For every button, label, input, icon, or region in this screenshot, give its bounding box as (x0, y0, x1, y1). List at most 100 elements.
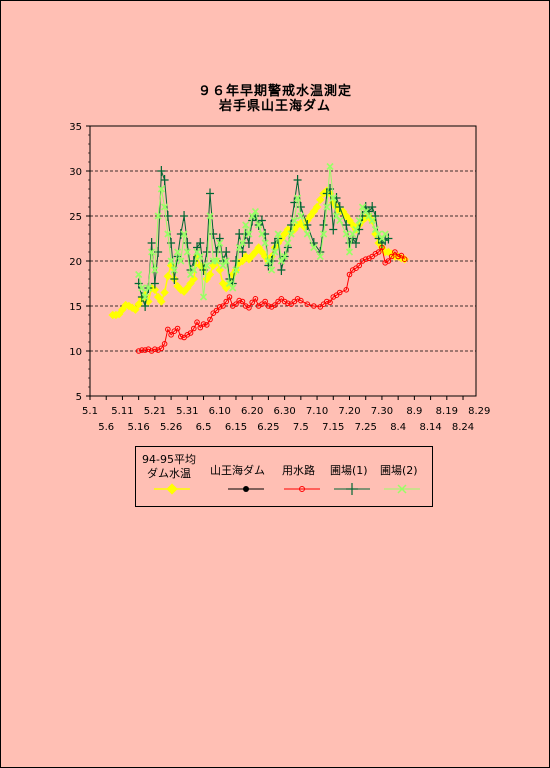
legend-label-field2: 圃場(2) (380, 464, 418, 477)
data-point (329, 194, 337, 202)
data-point (215, 233, 224, 244)
data-point (142, 347, 148, 353)
x-tick-label: 7.20 (338, 406, 360, 417)
data-point (362, 207, 370, 216)
x-tick-label: 6.15 (225, 422, 247, 433)
series-line-2 (138, 246, 405, 352)
data-point (336, 289, 343, 296)
data-point (174, 325, 181, 332)
data-point (251, 207, 259, 216)
data-point (345, 248, 354, 256)
data-point (304, 301, 311, 308)
data-point (210, 310, 217, 317)
data-point (284, 239, 292, 247)
data-point (196, 238, 205, 248)
data-point (238, 247, 247, 257)
data-point (287, 230, 295, 238)
data-point (170, 274, 179, 284)
data-point (134, 299, 143, 309)
x-tick-label: 5.16 (128, 422, 150, 433)
data-point (401, 256, 408, 263)
data-point (378, 234, 386, 243)
data-point (163, 272, 173, 281)
legend-marker-canal (284, 486, 320, 492)
data-point (167, 257, 175, 265)
data-point (148, 248, 156, 256)
data-point (327, 299, 333, 306)
legend-marker-field2 (384, 484, 420, 494)
data-point (170, 266, 178, 274)
data-point (242, 221, 250, 229)
data-point (257, 215, 266, 226)
legend-marker-avg (154, 483, 190, 495)
data-point (388, 253, 395, 260)
x-tick-label: 5.1 (82, 406, 98, 417)
data-point (189, 274, 199, 284)
data-point (259, 301, 265, 308)
data-point (371, 211, 380, 221)
data-point (183, 238, 192, 248)
data-point (271, 248, 279, 256)
data-point (225, 279, 234, 288)
data-point (281, 252, 289, 261)
data-point (368, 202, 377, 212)
data-point (190, 325, 197, 332)
data-point (135, 348, 142, 354)
data-point (181, 334, 187, 341)
data-point (207, 316, 213, 323)
x-tick-label: 7.30 (371, 406, 393, 417)
data-point (216, 239, 224, 247)
x-tick-label: 8.19 (436, 406, 458, 417)
legend: 94-95平均 ダム水温 山王海ダム 用水路 圃場(1) 圃場(2) (135, 446, 433, 507)
x-tick-label: 8.24 (452, 422, 474, 433)
data-point (226, 294, 233, 300)
data-point (183, 248, 191, 256)
data-point (291, 298, 298, 305)
y-tick-label: 15 (69, 302, 82, 313)
data-point (213, 307, 220, 314)
chart-title: ９６年早期警戒水温測定 (197, 84, 352, 99)
data-point (319, 230, 328, 238)
data-point (336, 216, 344, 225)
data-point (323, 298, 330, 305)
data-point (139, 347, 145, 353)
data-point (319, 220, 328, 230)
x-tick-label: 8.4 (390, 422, 406, 433)
data-point (158, 345, 165, 352)
x-tick-label: 8.9 (406, 406, 422, 417)
data-point (371, 225, 380, 234)
data-point (351, 238, 360, 248)
data-point (223, 298, 230, 305)
data-point (174, 248, 182, 256)
data-point (212, 257, 221, 265)
data-point (384, 233, 393, 244)
data-point (138, 284, 146, 292)
data-point (233, 301, 239, 308)
data-point (293, 175, 302, 185)
data-point (395, 253, 401, 260)
data-point (342, 220, 351, 230)
data-point (258, 230, 266, 238)
y-tick-label: 25 (69, 212, 82, 223)
data-point (246, 305, 252, 311)
data-point (219, 261, 227, 270)
x-tick-label: 6.20 (241, 406, 263, 417)
data-point (288, 301, 294, 308)
data-point (161, 203, 169, 211)
x-tick-label: 6.30 (273, 406, 295, 417)
data-point (203, 322, 210, 328)
x-tick-label: 7.10 (306, 406, 328, 417)
data-point (189, 256, 198, 266)
y-tick-label: 10 (69, 347, 82, 358)
data-point (222, 247, 231, 257)
data-point (161, 341, 168, 347)
data-point (205, 270, 215, 279)
x-tick-label: 7.5 (293, 422, 309, 433)
data-point (277, 265, 286, 275)
data-point (209, 229, 218, 239)
data-point (220, 303, 226, 309)
data-point (157, 166, 166, 176)
x-tick-label: 5.31 (176, 406, 198, 417)
data-point (144, 284, 152, 292)
data-point (375, 230, 383, 238)
